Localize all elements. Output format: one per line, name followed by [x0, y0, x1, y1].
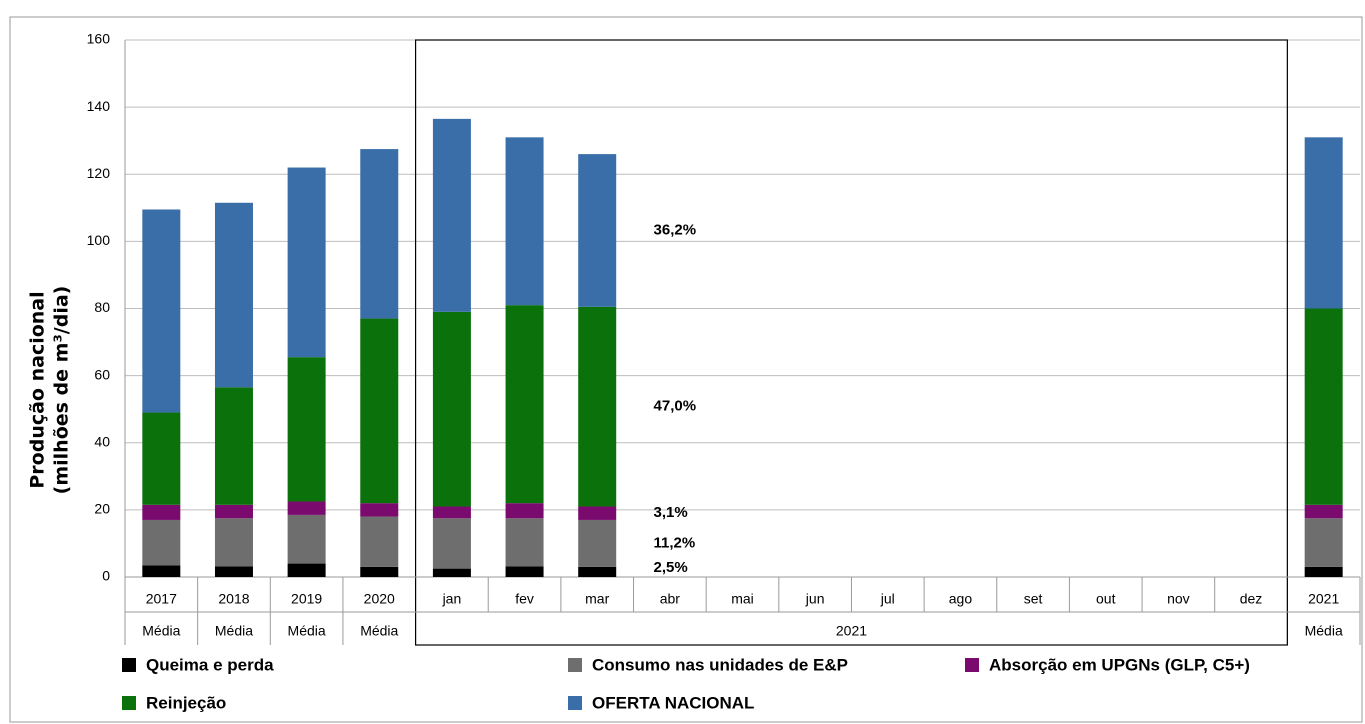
x-tick-label: 2017 [146, 591, 177, 607]
x-tick-label: 2018 [218, 591, 249, 607]
y-tick-label: 40 [94, 433, 110, 449]
bar-segment [360, 516, 399, 567]
share-label: 2,5% [654, 559, 688, 576]
bar-segment [432, 118, 471, 312]
x-tick-label: nov [1167, 591, 1190, 607]
bar-segment [505, 137, 544, 306]
bar-segment [287, 357, 326, 502]
group-label: 2021 [836, 623, 867, 639]
bar-segment [432, 518, 471, 569]
x-tick-label: mai [731, 591, 754, 607]
y-tick-label: 160 [87, 31, 111, 47]
bar-segment [1304, 566, 1343, 577]
x-tick-label: ago [949, 591, 973, 607]
y-tick-label: 140 [87, 98, 111, 114]
bar-segment [1304, 137, 1343, 309]
bar-segment [505, 503, 544, 519]
group-box [414, 39, 1288, 646]
group-label: Média [1305, 623, 1343, 639]
legend-swatch [965, 658, 979, 672]
y-tick-label: 60 [94, 366, 110, 382]
share-label: 47,0% [654, 398, 697, 415]
bar-segment [505, 305, 544, 504]
legend-label: Absorção em UPGNs (GLP, C5+) [989, 655, 1250, 674]
bar-segment [360, 566, 399, 577]
bar-segment [578, 506, 617, 520]
share-label: 11,2% [654, 534, 696, 551]
bar-segment [287, 563, 326, 577]
bar-segment [1304, 308, 1343, 505]
y-tick-label: 120 [87, 165, 111, 181]
legend-swatch [122, 696, 136, 710]
y-tick-label: 20 [94, 501, 110, 517]
bar-segment [287, 514, 326, 564]
bar-segment [432, 311, 471, 507]
bar-segment [142, 504, 181, 520]
bar-segment [214, 566, 253, 577]
bar-segment [505, 566, 544, 577]
bar-segment [287, 167, 326, 358]
bar-segment [214, 202, 253, 388]
bar-segment [432, 506, 471, 519]
x-tick-label: 2021 [1308, 591, 1339, 607]
group-label: Média [360, 623, 398, 639]
share-label: 3,1% [654, 504, 688, 521]
bar-segment [432, 568, 471, 577]
x-tick-label: jul [880, 591, 895, 607]
bar-segment [142, 519, 181, 566]
group-label: Média [142, 623, 180, 639]
bar-segment [360, 149, 399, 319]
y-axis-label: Produção nacional [27, 291, 49, 488]
bar-segment [287, 501, 326, 515]
y-axis-label: (milhões de m³/dia) [51, 286, 73, 495]
legend-swatch [568, 696, 582, 710]
legend-label: Reinjeção [146, 693, 226, 712]
legend-label: Consumo nas unidades de E&P [592, 655, 848, 674]
legend-label: Queima e perda [146, 655, 274, 674]
bar-segment [578, 519, 617, 567]
legend-swatch [122, 658, 136, 672]
legend-label: OFERTA NACIONAL [592, 693, 754, 712]
bar-segment [360, 503, 399, 517]
chart-frame [9, 16, 1363, 723]
bar-segment [360, 318, 399, 504]
share-label: 36,2% [654, 221, 697, 238]
bar-segment [214, 518, 253, 567]
bar-segment [578, 306, 617, 507]
group-label: Média [215, 623, 253, 639]
bar-segment [142, 565, 181, 577]
x-tick-label: 2020 [364, 591, 395, 607]
y-tick-label: 0 [102, 568, 110, 584]
bar-segment [578, 154, 617, 307]
group-label: Média [288, 623, 326, 639]
bar-segment [142, 412, 181, 505]
y-tick-label: 80 [94, 299, 110, 315]
x-tick-label: dez [1240, 591, 1263, 607]
x-tick-label: set [1024, 591, 1043, 607]
bar-segment [1304, 504, 1343, 519]
bar-segment [214, 387, 253, 505]
x-tick-label: abr [660, 591, 681, 607]
x-tick-label: mar [585, 591, 609, 607]
bar-segment [142, 209, 181, 413]
legend-swatch [568, 658, 582, 672]
bar-segment [578, 566, 617, 577]
x-tick-label: jan [442, 591, 462, 607]
x-tick-label: out [1096, 591, 1116, 607]
bar-segment [1304, 518, 1343, 567]
y-tick-label: 100 [87, 232, 111, 248]
x-tick-label: 2019 [291, 591, 322, 607]
x-tick-label: fev [515, 591, 534, 607]
bar-segment [505, 518, 544, 567]
bar-segment [214, 504, 253, 519]
x-tick-label: jun [805, 591, 825, 607]
